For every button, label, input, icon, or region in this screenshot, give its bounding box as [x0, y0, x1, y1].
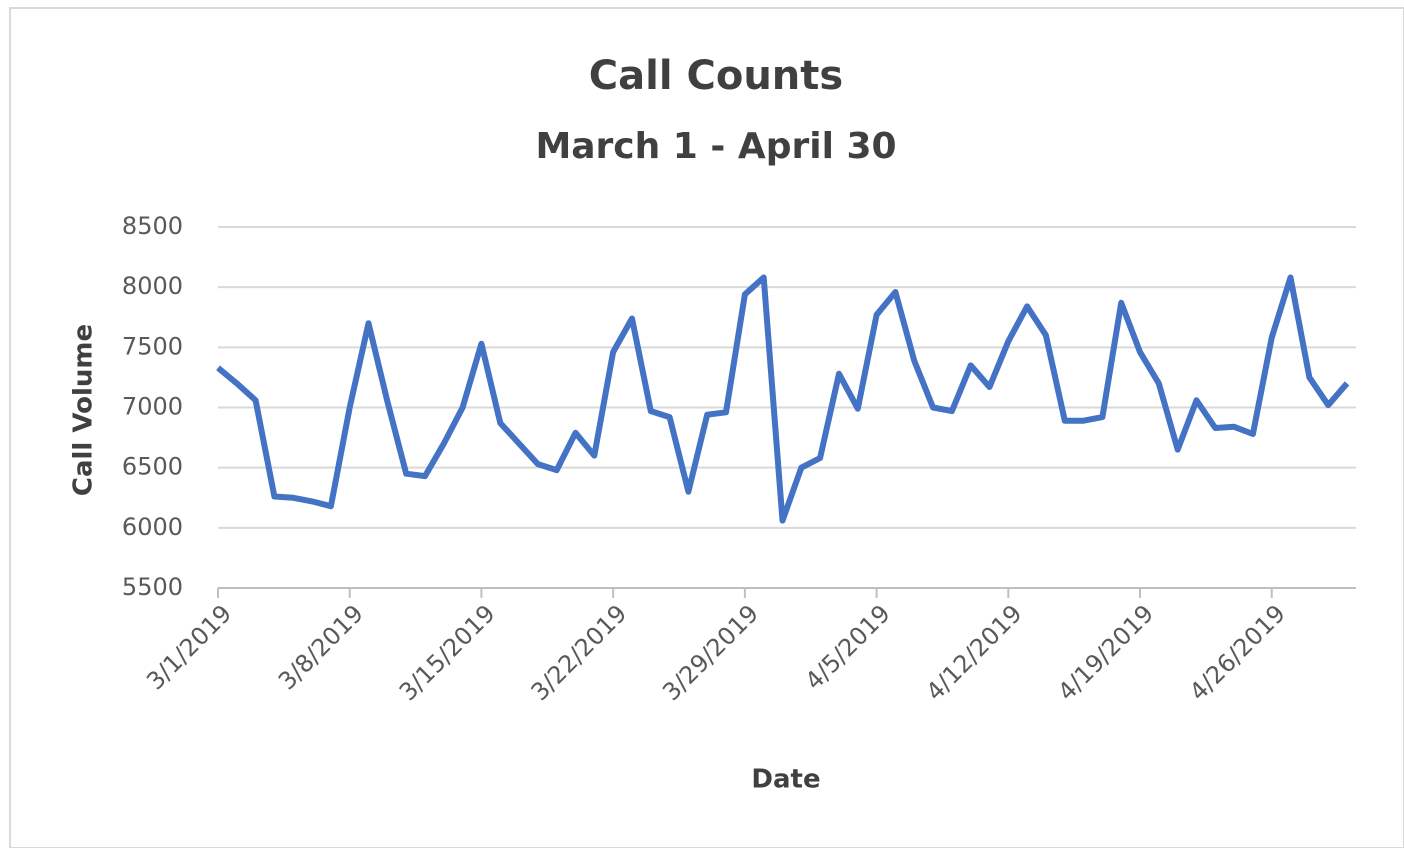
- chart-title: Call Counts: [589, 53, 843, 99]
- y-tick-label: 5500: [122, 573, 183, 601]
- y-tick-label: 7500: [122, 332, 183, 360]
- chart-subtitle: March 1 - April 30: [535, 126, 896, 167]
- data-line: [216, 274, 1350, 524]
- y-tick-label: 6500: [122, 453, 183, 481]
- y-tick-label: 8000: [122, 272, 183, 300]
- y-tick-label: 7000: [122, 393, 183, 421]
- y-tick-label: 6000: [122, 513, 183, 541]
- y-tick-label: 8500: [122, 212, 183, 240]
- y-axis-label: Call Volume: [69, 324, 99, 496]
- x-axis-label: Date: [751, 765, 820, 795]
